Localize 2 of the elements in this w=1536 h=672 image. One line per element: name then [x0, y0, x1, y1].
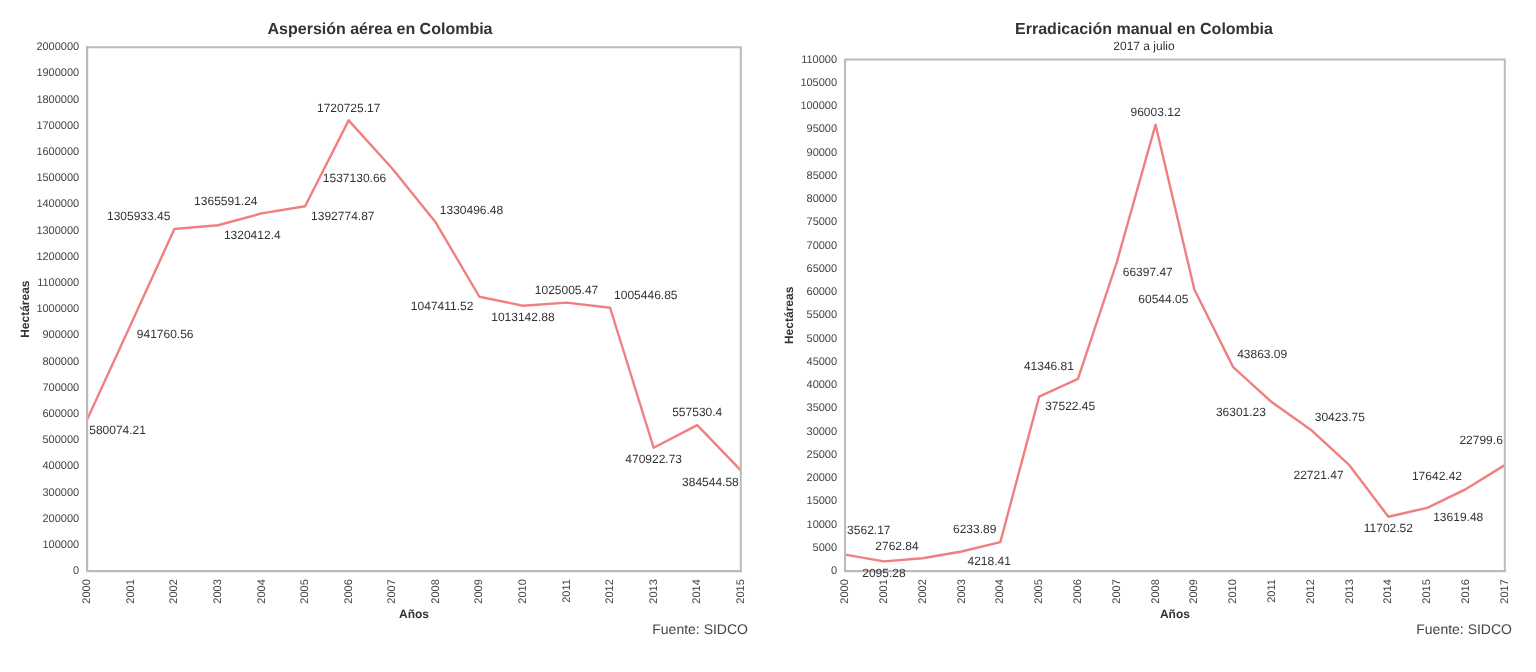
chart-title: Erradicación manual en Colombia: [1015, 20, 1275, 39]
chart-title: Aspersión aérea en Colombia: [267, 20, 494, 39]
